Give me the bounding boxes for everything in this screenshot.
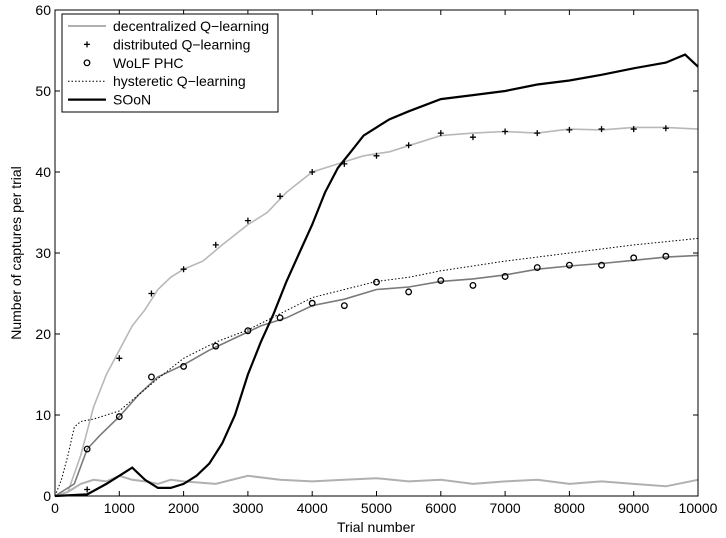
data-point xyxy=(148,290,155,297)
data-point xyxy=(469,134,476,141)
x-tick-label: 8000 xyxy=(554,500,585,516)
data-point xyxy=(502,128,509,135)
data-point xyxy=(180,362,188,370)
legend-box xyxy=(61,13,279,113)
legend-label: WoLF PHC xyxy=(113,55,184,71)
legend-entry: distributed Q−learning xyxy=(84,36,250,52)
data-point xyxy=(83,445,91,453)
series-3 xyxy=(54,237,699,497)
data-point xyxy=(212,241,219,248)
x-tick-label: 5000 xyxy=(361,500,392,516)
series-0 xyxy=(54,474,699,497)
x-tick-label: 9000 xyxy=(618,500,649,516)
x-tick-label: 1000 xyxy=(104,500,135,516)
legend: decentralized Q−learning distributed Q−le… xyxy=(61,13,279,113)
y-tick-label: 60 xyxy=(35,2,51,18)
legend-entry: hysteretic Q−learning xyxy=(68,73,246,89)
data-point xyxy=(308,299,316,307)
y-tick-label: 50 xyxy=(35,83,51,99)
data-point xyxy=(340,302,348,310)
legend-entry: decentralized Q−learning xyxy=(68,18,269,34)
data-point xyxy=(533,264,541,272)
data-point xyxy=(405,288,413,296)
legend-entry: WoLF PHC xyxy=(83,55,184,71)
x-tick-label: 0 xyxy=(51,500,59,516)
data-point xyxy=(373,278,380,286)
data-point xyxy=(115,413,123,421)
data-point xyxy=(116,355,123,362)
data-point xyxy=(598,261,605,269)
x-tick-label: 3000 xyxy=(232,500,263,516)
series-line-4 xyxy=(54,53,699,498)
data-point xyxy=(212,342,220,350)
data-point xyxy=(534,130,541,137)
data-point xyxy=(147,373,155,381)
legend-swatch xyxy=(83,59,91,67)
data-point xyxy=(276,314,284,322)
data-point xyxy=(501,273,509,280)
x-tick-label: 2000 xyxy=(168,500,199,516)
data-point xyxy=(84,486,91,493)
data-point xyxy=(630,254,638,262)
ticks-layer: 0 1000 2000 3000 4000 5000 6000 7000 8000 9000 100… xyxy=(35,2,717,516)
legend-swatch xyxy=(84,41,90,48)
data-point xyxy=(630,126,637,133)
legend-label: decentralized Q−learning xyxy=(113,18,269,34)
series-line-0 xyxy=(54,474,699,497)
data-point xyxy=(180,266,187,273)
data-point xyxy=(662,125,669,132)
data-point xyxy=(405,142,412,149)
series-line-1 xyxy=(54,126,699,497)
y-tick-label: 30 xyxy=(35,245,51,261)
data-point xyxy=(437,277,445,284)
data-point xyxy=(437,130,444,137)
series-layer xyxy=(54,53,699,498)
data-point xyxy=(373,152,380,159)
data-point xyxy=(565,261,573,269)
y-axis-label: Number of captures per trial xyxy=(8,166,24,340)
series-4 xyxy=(54,53,699,498)
y-tick-label: 40 xyxy=(35,164,51,180)
data-point xyxy=(566,126,573,133)
legend-label: SOoN xyxy=(113,92,151,108)
x-tick-label: 10000 xyxy=(679,500,718,516)
y-tick-label: 0 xyxy=(43,488,51,504)
series-2 xyxy=(54,252,699,497)
data-point xyxy=(244,217,251,224)
data-point xyxy=(662,252,670,260)
x-tick-label: 6000 xyxy=(425,500,456,516)
x-tick-label: 4000 xyxy=(297,500,328,516)
data-point xyxy=(309,169,316,175)
data-point xyxy=(277,193,284,200)
x-axis-label: Trial number xyxy=(337,519,415,535)
series-1 xyxy=(54,125,699,497)
legend-label: hysteretic Q−learning xyxy=(113,73,246,89)
legend-entry: SOoN xyxy=(68,92,151,108)
data-point xyxy=(469,281,477,289)
x-tick-label: 7000 xyxy=(490,500,521,516)
data-point xyxy=(598,126,605,133)
series-line-3 xyxy=(54,237,699,497)
y-tick-label: 10 xyxy=(35,407,51,423)
legend-label: distributed Q−learning xyxy=(113,36,250,52)
y-tick-label: 20 xyxy=(35,326,51,342)
